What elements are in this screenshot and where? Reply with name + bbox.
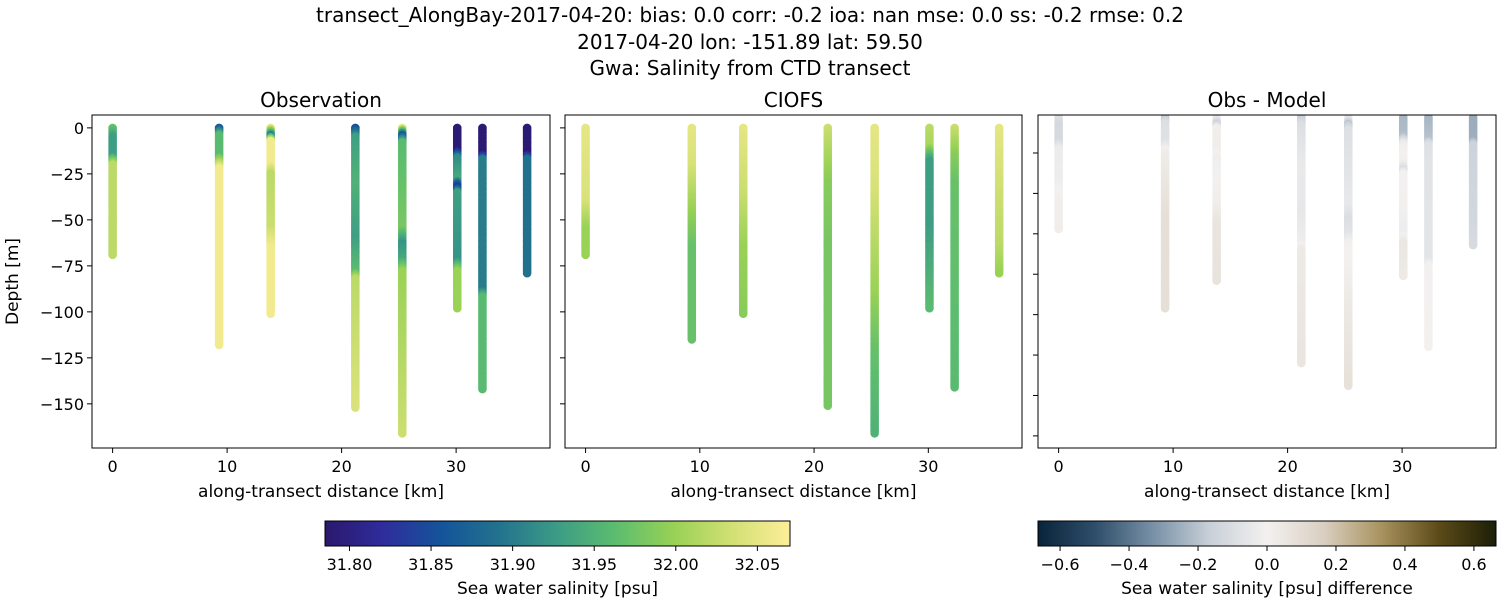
- figure-title-line-2: 2017-04-20 lon: -151.89 lat: 59.50: [577, 30, 923, 54]
- x-tick-label: 30: [1392, 457, 1412, 476]
- x-tick-label: 30: [918, 457, 938, 476]
- colorbar-tick-label: −0.2: [1179, 555, 1218, 574]
- data-point: [950, 382, 959, 392]
- data-point: [1424, 342, 1433, 352]
- data-point: [108, 250, 117, 260]
- data-point: [870, 428, 879, 438]
- data-point: [581, 250, 590, 260]
- x-tick-label: 20: [1277, 457, 1297, 476]
- colorbar-tick-label: 0.6: [1461, 555, 1486, 574]
- plot-frame: [564, 114, 1023, 449]
- colorbar-tick-label: 31.80: [327, 555, 373, 574]
- colorbar-fill: [324, 520, 791, 547]
- y-tick-label: −25: [50, 165, 84, 184]
- colorbar-fill: [1037, 520, 1497, 547]
- panel-title: CIOFS: [764, 88, 823, 112]
- colorbar-tick-label: 31.95: [571, 555, 617, 574]
- x-axis-label: along-transect distance [km]: [671, 482, 917, 502]
- data-point: [397, 428, 407, 438]
- y-axis-label: Depth [m]: [3, 238, 23, 325]
- colorbar-tick-label: 0.2: [1323, 555, 1348, 574]
- colorbar-1: −0.6 −0.4 −0.2 0.0 0.2 0.4 0.6 Sea water salini…: [1037, 520, 1497, 599]
- x-tick-label: 10: [690, 457, 710, 476]
- x-tick-label: 0: [1054, 457, 1064, 476]
- x-tick-label: 20: [331, 457, 351, 476]
- x-tick-label: 10: [1163, 457, 1183, 476]
- plot-frame: [91, 114, 551, 449]
- colorbar-tick-label: −0.6: [1041, 555, 1080, 574]
- colorbar-tick-label: 31.90: [490, 555, 536, 574]
- data-point: [1468, 240, 1478, 250]
- data-point: [687, 335, 697, 344]
- data-point: [522, 268, 532, 278]
- data-point: [214, 340, 224, 350]
- y-tick-label: −100: [40, 303, 84, 322]
- x-tick-label: 0: [108, 457, 118, 476]
- x-tick-label: 10: [217, 457, 237, 476]
- data-point: [1297, 358, 1306, 368]
- scatter-points: [1054, 115, 1478, 391]
- data-point: [925, 303, 934, 313]
- panel-title: Obs - Model: [1208, 88, 1327, 112]
- x-tick-label: 30: [446, 457, 466, 476]
- x-tick-label: 20: [804, 457, 824, 476]
- data-point: [823, 401, 833, 410]
- colorbar-tick-label: −0.4: [1110, 555, 1149, 574]
- panel-title: Observation: [260, 88, 382, 112]
- colorbar-tick-label: 0.4: [1392, 555, 1417, 574]
- x-axis-label: along-transect distance [km]: [198, 482, 444, 502]
- data-point: [1398, 271, 1408, 281]
- data-point: [1212, 276, 1221, 285]
- scatter-points: [581, 123, 1004, 438]
- y-tick-label: 0: [74, 119, 84, 138]
- y-tick-label: −75: [50, 257, 84, 276]
- data-point: [266, 309, 275, 318]
- colorbar-label: Sea water salinity [psu]: [457, 579, 658, 599]
- y-tick-label: −50: [50, 211, 84, 230]
- data-point: [478, 384, 487, 394]
- x-axis-label: along-transect distance [km]: [1144, 482, 1390, 502]
- y-tick-label: −125: [40, 349, 84, 368]
- data-point: [1054, 224, 1063, 234]
- x-tick-label: 0: [580, 457, 590, 476]
- data-point: [738, 309, 748, 318]
- plot-frame: [1037, 114, 1497, 449]
- y-tick-label: −150: [40, 395, 84, 414]
- data-point: [994, 268, 1004, 278]
- data-point: [1160, 303, 1170, 313]
- scatter-points: [108, 123, 532, 438]
- data-point: [452, 303, 462, 313]
- figure-title-line-3: Gwa: Salinity from CTD transect: [589, 56, 911, 80]
- data-point: [1343, 381, 1353, 391]
- colorbar-tick-label: 31.85: [408, 555, 454, 574]
- colorbar-label: Sea water salinity [psu] difference: [1121, 579, 1413, 599]
- colorbar-tick-label: 0.0: [1254, 555, 1279, 574]
- data-point: [351, 403, 360, 412]
- colorbar-0: 31.80 31.85 31.90 31.95 32.00 32.05 Sea water …: [324, 520, 791, 599]
- colorbar-tick-label: 32.00: [653, 555, 699, 574]
- figure-title-line-1: transect_AlongBay-2017-04-20: bias: 0.0 …: [316, 3, 1184, 27]
- colorbar-tick-label: 32.05: [734, 555, 780, 574]
